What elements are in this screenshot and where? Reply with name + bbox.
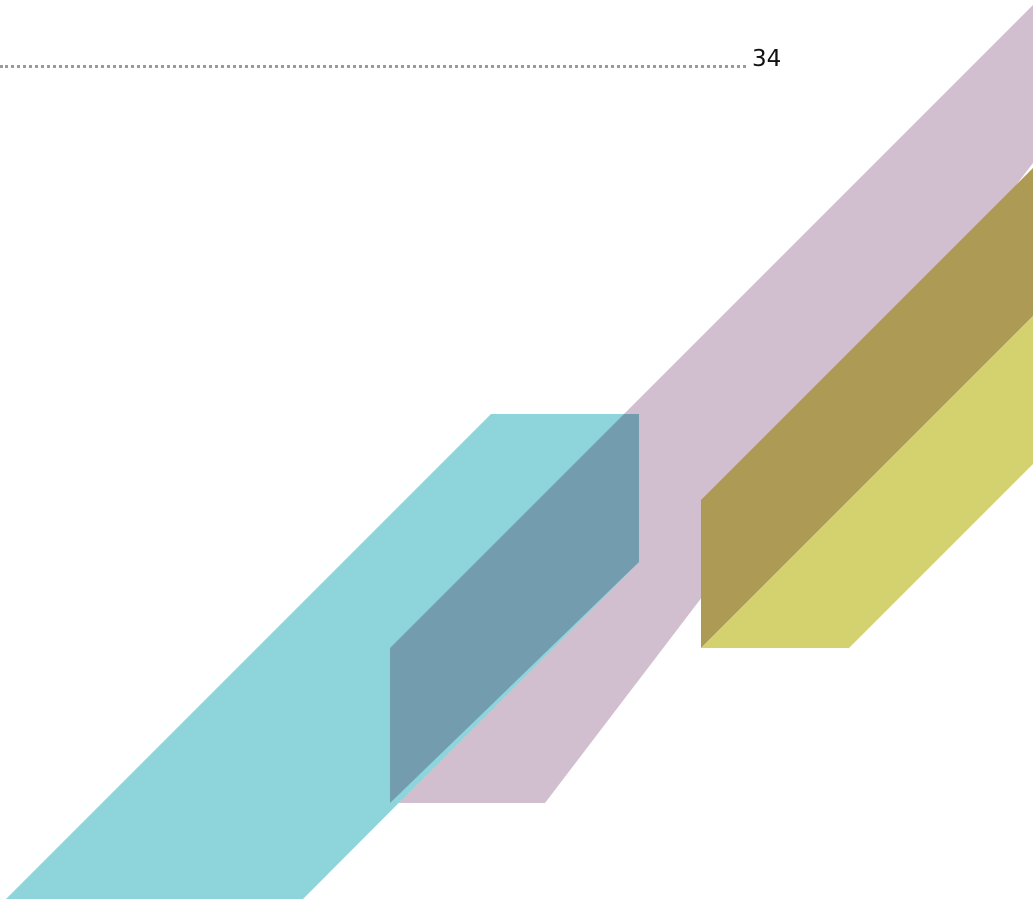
toc-dotted-leader (0, 65, 746, 68)
cyan-diagonal-band (6, 414, 639, 899)
page-number: 34 (752, 46, 782, 72)
overlap-cyan-mauve (390, 414, 639, 803)
yellow-diagonal-band (701, 316, 1033, 648)
olive-diagonal-band (701, 168, 1033, 648)
